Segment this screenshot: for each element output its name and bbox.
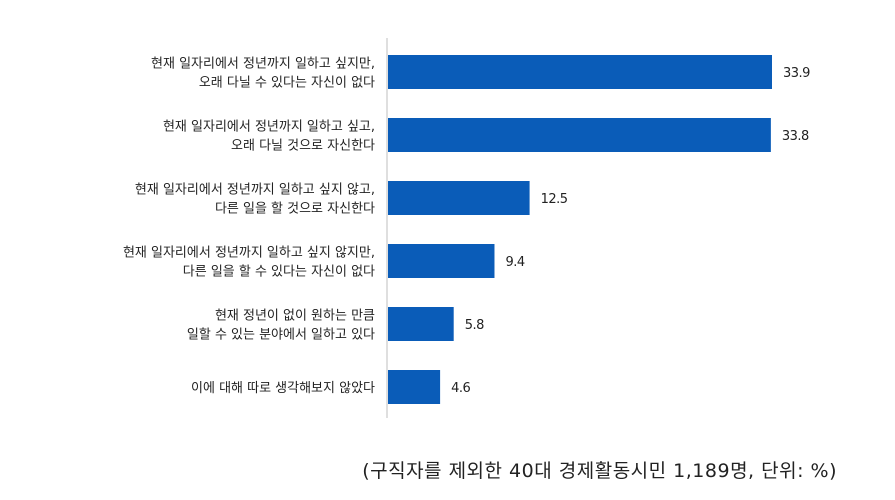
chart-footnote: (구직자를 제외한 40대 경제활동시민 1,189명, 단위: %) <box>362 460 837 482</box>
value-label-1: 33.9 <box>783 66 810 81</box>
bar-1 <box>388 55 772 89</box>
bar-5 <box>388 307 454 341</box>
category-label-2-line-2: 오래 다닐 것으로 자신한다 <box>231 139 375 154</box>
category-label-5-line-1: 현재 정년이 없이 원하는 만큼 <box>215 309 375 324</box>
bar-4 <box>388 244 495 278</box>
value-label-2: 33.8 <box>782 129 809 144</box>
value-label-3: 12.5 <box>541 192 568 207</box>
bar-3 <box>388 181 530 215</box>
value-label-5: 5.8 <box>465 318 484 333</box>
category-label-1-line-2: 오래 다닐 수 있다는 자신이 없다 <box>199 76 375 91</box>
value-label-6: 4.6 <box>451 381 470 396</box>
category-label-5-line-2: 일할 수 있는 분야에서 일하고 있다 <box>187 328 375 343</box>
category-label-3-line-2: 다른 일을 할 것으로 자신한다 <box>215 202 375 217</box>
bar-6 <box>388 370 441 404</box>
category-label-3-line-1: 현재 일자리에서 정년까지 일하고 싶지 않고, <box>135 183 375 198</box>
bar-2 <box>388 118 771 152</box>
category-label-4-line-2: 다른 일을 할 수 있다는 자신이 없다 <box>183 265 375 280</box>
value-label-4: 9.4 <box>505 255 524 270</box>
category-label-6-line-1: 이에 대해 따로 생각해보지 않았다 <box>191 381 375 396</box>
category-label-4-line-1: 현재 일자리에서 정년까지 일하고 싶지 않지만, <box>123 246 375 261</box>
category-label-2-line-1: 현재 일자리에서 정년까지 일하고 싶고, <box>163 120 375 135</box>
bar-chart: 33.9 현재 일자리에서 정년까지 일하고 싶지만, 오래 다닐 수 있다는 자신… <box>123 38 811 418</box>
category-label-1-line-1: 현재 일자리에서 정년까지 일하고 싶지만, <box>151 57 375 72</box>
